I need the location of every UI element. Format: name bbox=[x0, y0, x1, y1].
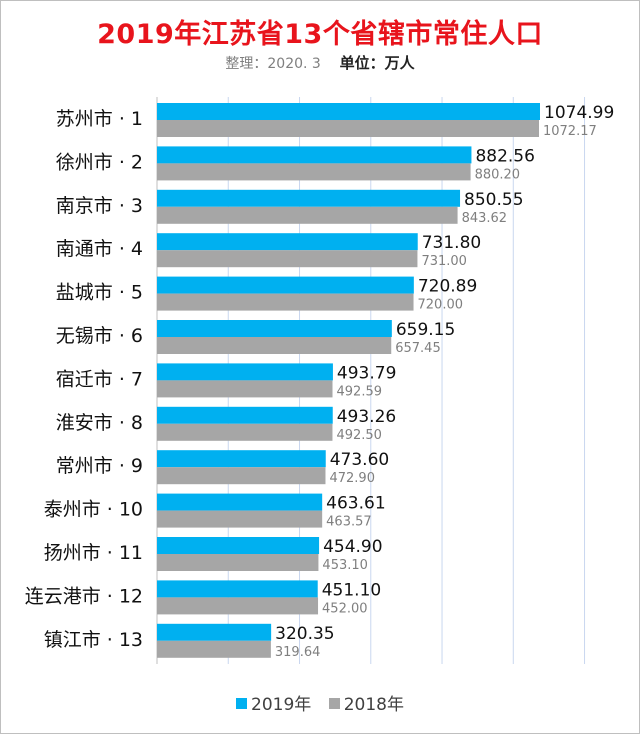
legend-item-2019: 2019年 bbox=[236, 690, 311, 715]
data-label-2018: 731.00 bbox=[421, 254, 467, 269]
bar-2019 bbox=[157, 189, 461, 207]
category-label: 盐城市 · 5 bbox=[56, 282, 143, 304]
legend-label-2019: 2019年 bbox=[251, 695, 312, 715]
data-label-2018: 492.50 bbox=[336, 428, 382, 443]
bar-2019 bbox=[157, 146, 472, 164]
data-label-2019: 454.90 bbox=[323, 537, 382, 557]
data-label-2018: 472.90 bbox=[329, 471, 375, 486]
category-label: 无锡市 · 6 bbox=[56, 325, 143, 347]
legend-label-2018: 2018年 bbox=[343, 695, 404, 715]
data-label-2019: 451.10 bbox=[322, 580, 381, 600]
bar-2018 bbox=[157, 293, 414, 311]
data-label-2018: 319.64 bbox=[275, 645, 321, 660]
bar-2018 bbox=[157, 250, 418, 268]
category-label: 扬州市 · 11 bbox=[44, 542, 143, 564]
data-label-2019: 731.80 bbox=[422, 233, 481, 253]
data-label-2018: 657.45 bbox=[395, 341, 441, 356]
bar-2019 bbox=[157, 493, 323, 511]
category-label: 宿迁市 · 7 bbox=[56, 368, 143, 390]
bar-2018 bbox=[157, 337, 392, 354]
data-label-2018: 720.00 bbox=[418, 298, 464, 313]
legend: 2019年 2018年 bbox=[0, 690, 640, 715]
bar-2018 bbox=[157, 597, 319, 615]
data-label-2019: 320.35 bbox=[275, 624, 334, 644]
category-label: 苏州市 · 1 bbox=[56, 108, 143, 130]
bar-2018 bbox=[157, 640, 271, 658]
bar-2018 bbox=[157, 554, 319, 571]
bar-2019 bbox=[157, 537, 320, 554]
data-label-2018: 843.62 bbox=[462, 211, 508, 226]
legend-swatch-2019 bbox=[236, 698, 248, 709]
category-label: 连云港市 · 12 bbox=[25, 585, 143, 607]
data-label-2018: 492.59 bbox=[337, 384, 383, 399]
data-label-2019: 493.79 bbox=[337, 363, 396, 383]
category-label: 常州市 · 9 bbox=[56, 455, 143, 477]
chart-subtitle: 整理：2020. 3 单位：万人 bbox=[0, 52, 640, 73]
unit-label: 单位：万人 bbox=[339, 54, 415, 72]
bar-2019 bbox=[157, 320, 392, 337]
data-label-2019: 493.26 bbox=[337, 407, 396, 427]
category-label: 镇江市 · 13 bbox=[44, 629, 143, 651]
category-label: 淮安市 · 8 bbox=[56, 412, 143, 434]
bar-2019 bbox=[157, 623, 272, 641]
bar-2019 bbox=[157, 233, 418, 251]
data-label-2019: 463.61 bbox=[326, 494, 385, 514]
bar-2019 bbox=[157, 363, 333, 381]
bar-2018 bbox=[157, 510, 323, 528]
data-label-2018: 452.00 bbox=[322, 601, 368, 616]
data-label-2019: 720.89 bbox=[418, 277, 477, 297]
legend-item-2018: 2018年 bbox=[328, 690, 404, 715]
bar-2019 bbox=[157, 276, 414, 294]
data-label-2018: 1072.17 bbox=[543, 124, 597, 139]
bar-2019 bbox=[157, 450, 326, 468]
bar-2019 bbox=[157, 580, 318, 598]
bar-2018 bbox=[157, 380, 333, 398]
data-label-2019: 659.15 bbox=[396, 320, 455, 340]
bar-2018 bbox=[157, 467, 326, 485]
data-label-2019: 473.60 bbox=[330, 450, 389, 470]
bar-2019 bbox=[157, 103, 540, 120]
legend-swatch-2018 bbox=[328, 698, 340, 709]
data-label-2019: 882.56 bbox=[475, 146, 534, 166]
data-label-2019: 1074.99 bbox=[544, 103, 614, 123]
bar-2018 bbox=[157, 423, 333, 441]
chart-title: 2019年江苏省13个省辖市常住人口 bbox=[97, 19, 543, 50]
bar-2018 bbox=[157, 163, 471, 181]
compiled-date-note: 整理：2020. 3 bbox=[225, 56, 321, 72]
bar-2018 bbox=[157, 206, 458, 224]
data-label-2018: 453.10 bbox=[322, 558, 368, 573]
category-label: 南通市 · 4 bbox=[56, 238, 143, 260]
data-label-2018: 463.57 bbox=[326, 515, 372, 530]
category-label: 徐州市 · 2 bbox=[56, 151, 143, 173]
data-label-2019: 850.55 bbox=[464, 190, 523, 210]
bar-2019 bbox=[157, 406, 333, 424]
category-label: 南京市 · 3 bbox=[56, 195, 143, 217]
category-label: 泰州市 · 10 bbox=[44, 499, 143, 521]
data-label-2018: 880.20 bbox=[475, 167, 520, 182]
bar-2018 bbox=[157, 120, 539, 137]
